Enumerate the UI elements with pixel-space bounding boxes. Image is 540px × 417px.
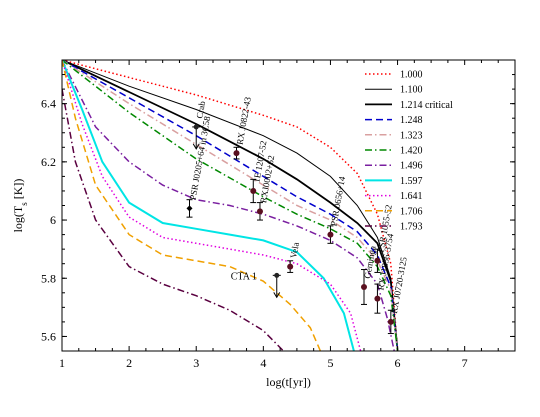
x-tick-label: 2 — [126, 356, 132, 370]
series-1-100 — [62, 60, 399, 351]
y-tick-label: 5.8 — [41, 271, 56, 285]
svg-text:1.597: 1.597 — [400, 176, 423, 187]
y-tick-label: 6 — [50, 213, 56, 227]
cooling-curves — [62, 60, 399, 351]
svg-text:1.793: 1.793 — [400, 222, 423, 233]
x-tick-label: 5 — [327, 356, 333, 370]
x-axis-label: log(t[yr]) — [266, 375, 311, 389]
series-1-323 — [62, 60, 399, 351]
obs-label: CTA 1 — [231, 271, 257, 282]
svg-text:1.641: 1.641 — [400, 191, 423, 202]
y-tick-label: 6.4 — [41, 97, 56, 111]
legend-item-1-323: 1.323 — [365, 130, 423, 141]
obs-label: PSR J0205+64 in 3C58 — [188, 115, 213, 201]
legend-item-1-496: 1.496 — [365, 161, 423, 172]
x-tick-label: 7 — [462, 356, 468, 370]
y-axis-label: log(Ts [K]) — [11, 179, 29, 233]
obs-label: PSR 0656+14 — [329, 175, 348, 227]
series-1-597 — [62, 60, 355, 351]
svg-text:1.323: 1.323 — [400, 130, 423, 141]
svg-text:1.248: 1.248 — [400, 115, 423, 126]
x-tick-label: 4 — [260, 356, 266, 370]
legend: 1.000 1.100 1.214 critical 1.248 1.323 1.420 1… — [365, 70, 453, 233]
obs-label: Vela — [288, 241, 301, 258]
legend-item-1-597: 1.597 — [365, 176, 423, 187]
svg-text:1.420: 1.420 — [400, 146, 423, 157]
series-1-793 — [62, 88, 285, 351]
obs-label: RX J0822-43 — [235, 96, 253, 146]
legend-item-1-214-critical: 1.214 critical — [365, 100, 453, 111]
svg-text:1.000: 1.000 — [400, 70, 423, 81]
svg-text:1.706: 1.706 — [400, 206, 423, 217]
legend-item-1-100: 1.100 — [365, 85, 423, 96]
obs-label: Crab — [194, 100, 207, 119]
series-1-000 — [62, 60, 399, 351]
series-1-641 — [62, 60, 362, 351]
series-1-214-critical — [62, 60, 399, 351]
x-tick-label: 1 — [59, 356, 65, 370]
obs-geminga: Geminga — [361, 245, 378, 305]
x-tick-label: 6 — [395, 356, 401, 370]
obs-vela: Vela — [287, 241, 301, 273]
svg-text:1.100: 1.100 — [400, 85, 423, 96]
series-1-706 — [62, 60, 322, 351]
legend-item-1-248: 1.248 — [365, 115, 423, 126]
series-1-496 — [62, 60, 395, 351]
y-tick-label: 5.6 — [41, 329, 56, 343]
axis-ticks: 1 2 3 4 5 6 7 5.6 5.8 6 6.2 6.4 — [41, 59, 515, 370]
obs-psr-0656-14: PSR 0656+14 — [327, 175, 348, 244]
y-tick-label: 6.2 — [41, 155, 56, 169]
series-1-248 — [62, 60, 399, 351]
svg-text:1.496: 1.496 — [400, 161, 423, 172]
svg-text:1.214 critical: 1.214 critical — [400, 100, 453, 111]
legend-item-1-000: 1.000 — [365, 70, 423, 81]
legend-item-1-793: 1.793 — [365, 222, 423, 233]
x-tick-label: 3 — [193, 356, 199, 370]
legend-item-1-420: 1.420 — [365, 146, 423, 157]
series-1-420 — [62, 60, 399, 351]
obs-cta-1: CTA 1 — [231, 271, 281, 299]
obs-crab: Crab — [192, 100, 207, 150]
legend-item-1-706: 1.706 — [365, 206, 423, 217]
legend-item-1-641: 1.641 — [365, 191, 423, 202]
